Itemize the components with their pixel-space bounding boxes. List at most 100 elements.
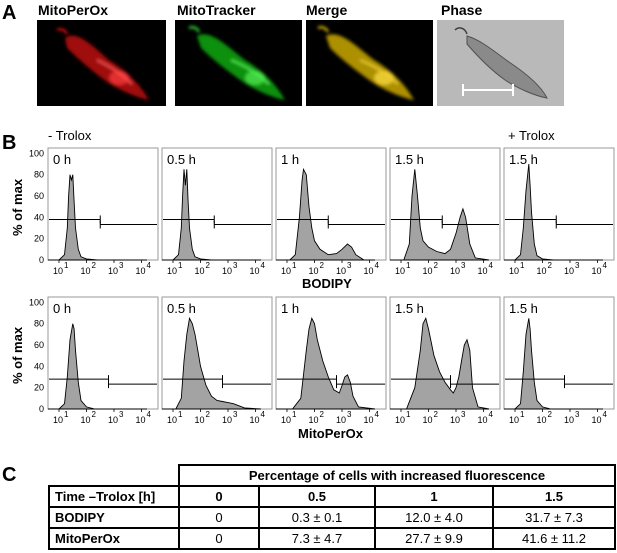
histogram-area [390, 317, 490, 410]
x-tick-exponent: 2 [320, 410, 325, 419]
timepoint-label: 1 h [281, 152, 299, 167]
histogram-area [504, 318, 603, 410]
x-tick-label: 10 [564, 266, 574, 276]
table-header-time: Time –Trolox [h] [48, 485, 180, 508]
x-tick-exponent: 3 [347, 261, 352, 270]
x-tick-label: 10 [395, 415, 405, 425]
phase-cell [454, 27, 548, 99]
timepoint-label: 0.5 h [167, 152, 196, 167]
y-tick-label: 100 [29, 148, 44, 158]
timepoint-label: 0 h [53, 152, 71, 167]
x-tick-exponent: 1 [64, 410, 69, 419]
histogram-area [276, 167, 375, 261]
row-label-mitoperox: MitoPerOx [48, 527, 180, 550]
x-tick-exponent: 4 [147, 261, 152, 270]
mitotracker-image [175, 20, 302, 106]
x-tick-label: 10 [336, 266, 346, 276]
table-cell: 41.6 ± 11.2 [492, 527, 616, 550]
timepoint-label: 1 h [281, 301, 299, 316]
x-tick-exponent: 3 [347, 410, 352, 419]
x-tick-exponent: 3 [575, 410, 580, 419]
table-header-cell: 1.5 [492, 485, 616, 508]
minus-trolox-label: - Trolox [48, 128, 92, 143]
x-tick-exponent: 1 [178, 261, 183, 270]
table-cell: 12.0 ± 4.0 [374, 506, 494, 529]
x-tick-label: 10 [478, 415, 488, 425]
table-cell: 0 [178, 527, 260, 550]
x-tick-exponent: 3 [461, 410, 466, 419]
mitotracker-cell [188, 25, 285, 100]
x-tick-label: 10 [364, 266, 374, 276]
histogram-area [276, 317, 376, 410]
x-tick-exponent: 1 [520, 261, 525, 270]
x-tick-label: 10 [364, 415, 374, 425]
y-tick-label: 100 [29, 297, 44, 307]
merge-cell [317, 25, 414, 100]
x-tick-exponent: 2 [434, 410, 439, 419]
x-tick-label: 10 [564, 415, 574, 425]
mitoperox-cell [56, 27, 149, 100]
x-tick-label: 10 [250, 415, 260, 425]
y-tick-label: 20 [34, 234, 44, 244]
x-tick-label: 10 [309, 415, 319, 425]
x-tick-exponent: 4 [261, 410, 266, 419]
histogram-area [390, 169, 490, 261]
y-tick-label: 20 [34, 383, 44, 393]
x-tick-label: 10 [53, 266, 63, 276]
x-tick-label: 10 [108, 266, 118, 276]
y-tick-label: 60 [34, 340, 44, 350]
table-cell: 7.3 ± 4.7 [258, 527, 376, 550]
y-tick-label: 40 [34, 212, 44, 222]
x-tick-label: 10 [222, 415, 232, 425]
x-tick-label: 10 [395, 266, 405, 276]
panel-letter-a: A [2, 2, 17, 24]
x-tick-label: 10 [108, 415, 118, 425]
x-tick-label: 10 [509, 266, 519, 276]
row-label-bodipy: BODIPY [48, 506, 180, 529]
table-row: MitoPerOx 0 7.3 ± 4.7 27.7 ± 9.9 41.6 ± … [48, 527, 616, 550]
x-tick-label: 10 [309, 266, 319, 276]
timepoint-label: 0 h [53, 301, 71, 316]
histogram-frame [503, 296, 615, 410]
mitoperox-image [37, 20, 166, 106]
x-tick-exponent: 2 [320, 261, 325, 270]
x-tick-label: 10 [592, 266, 602, 276]
x-tick-exponent: 4 [261, 261, 266, 270]
x-tick-label: 10 [250, 266, 260, 276]
x-tick-label: 10 [81, 266, 91, 276]
x-tick-exponent: 4 [375, 410, 380, 419]
table-header-cell: 0 [178, 485, 260, 508]
merge-image [306, 20, 433, 106]
x-tick-label: 10 [450, 266, 460, 276]
histogram-area [48, 323, 147, 410]
table-cell: 27.7 ± 9.9 [374, 527, 494, 550]
table-header-cell: 0.5 [258, 485, 376, 508]
table-header-cell: 1 [374, 485, 494, 508]
panel-letter-b: B [2, 132, 17, 154]
histogram-frame [389, 147, 501, 261]
x-tick-label: 10 [478, 266, 488, 276]
results-table: Percentage of cells with increased fluor… [48, 464, 616, 550]
y-tick-label: 80 [34, 170, 44, 180]
x-tick-label: 10 [537, 415, 547, 425]
x-tick-label: 10 [195, 266, 205, 276]
x-tick-label: 10 [136, 415, 146, 425]
x-tick-exponent: 2 [206, 261, 211, 270]
x-tick-exponent: 2 [206, 410, 211, 419]
table-cell: 31.7 ± 7.3 [492, 506, 616, 529]
image-label-mitotracker: MitoTracker [177, 2, 256, 18]
x-tick-label: 10 [167, 266, 177, 276]
x-tick-exponent: 1 [178, 410, 183, 419]
x-tick-exponent: 1 [406, 261, 411, 270]
x-tick-label: 10 [537, 266, 547, 276]
x-tick-exponent: 3 [119, 261, 124, 270]
x-tick-label: 10 [450, 415, 460, 425]
x-tick-exponent: 4 [489, 410, 494, 419]
x-tick-label: 10 [423, 415, 433, 425]
x-tick-label: 10 [167, 415, 177, 425]
x-tick-exponent: 4 [147, 410, 152, 419]
x-tick-label: 10 [222, 266, 232, 276]
x-tick-exponent: 3 [233, 261, 238, 270]
table-cell: 0 [178, 506, 260, 529]
table-cell: 0.3 ± 0.1 [258, 506, 376, 529]
